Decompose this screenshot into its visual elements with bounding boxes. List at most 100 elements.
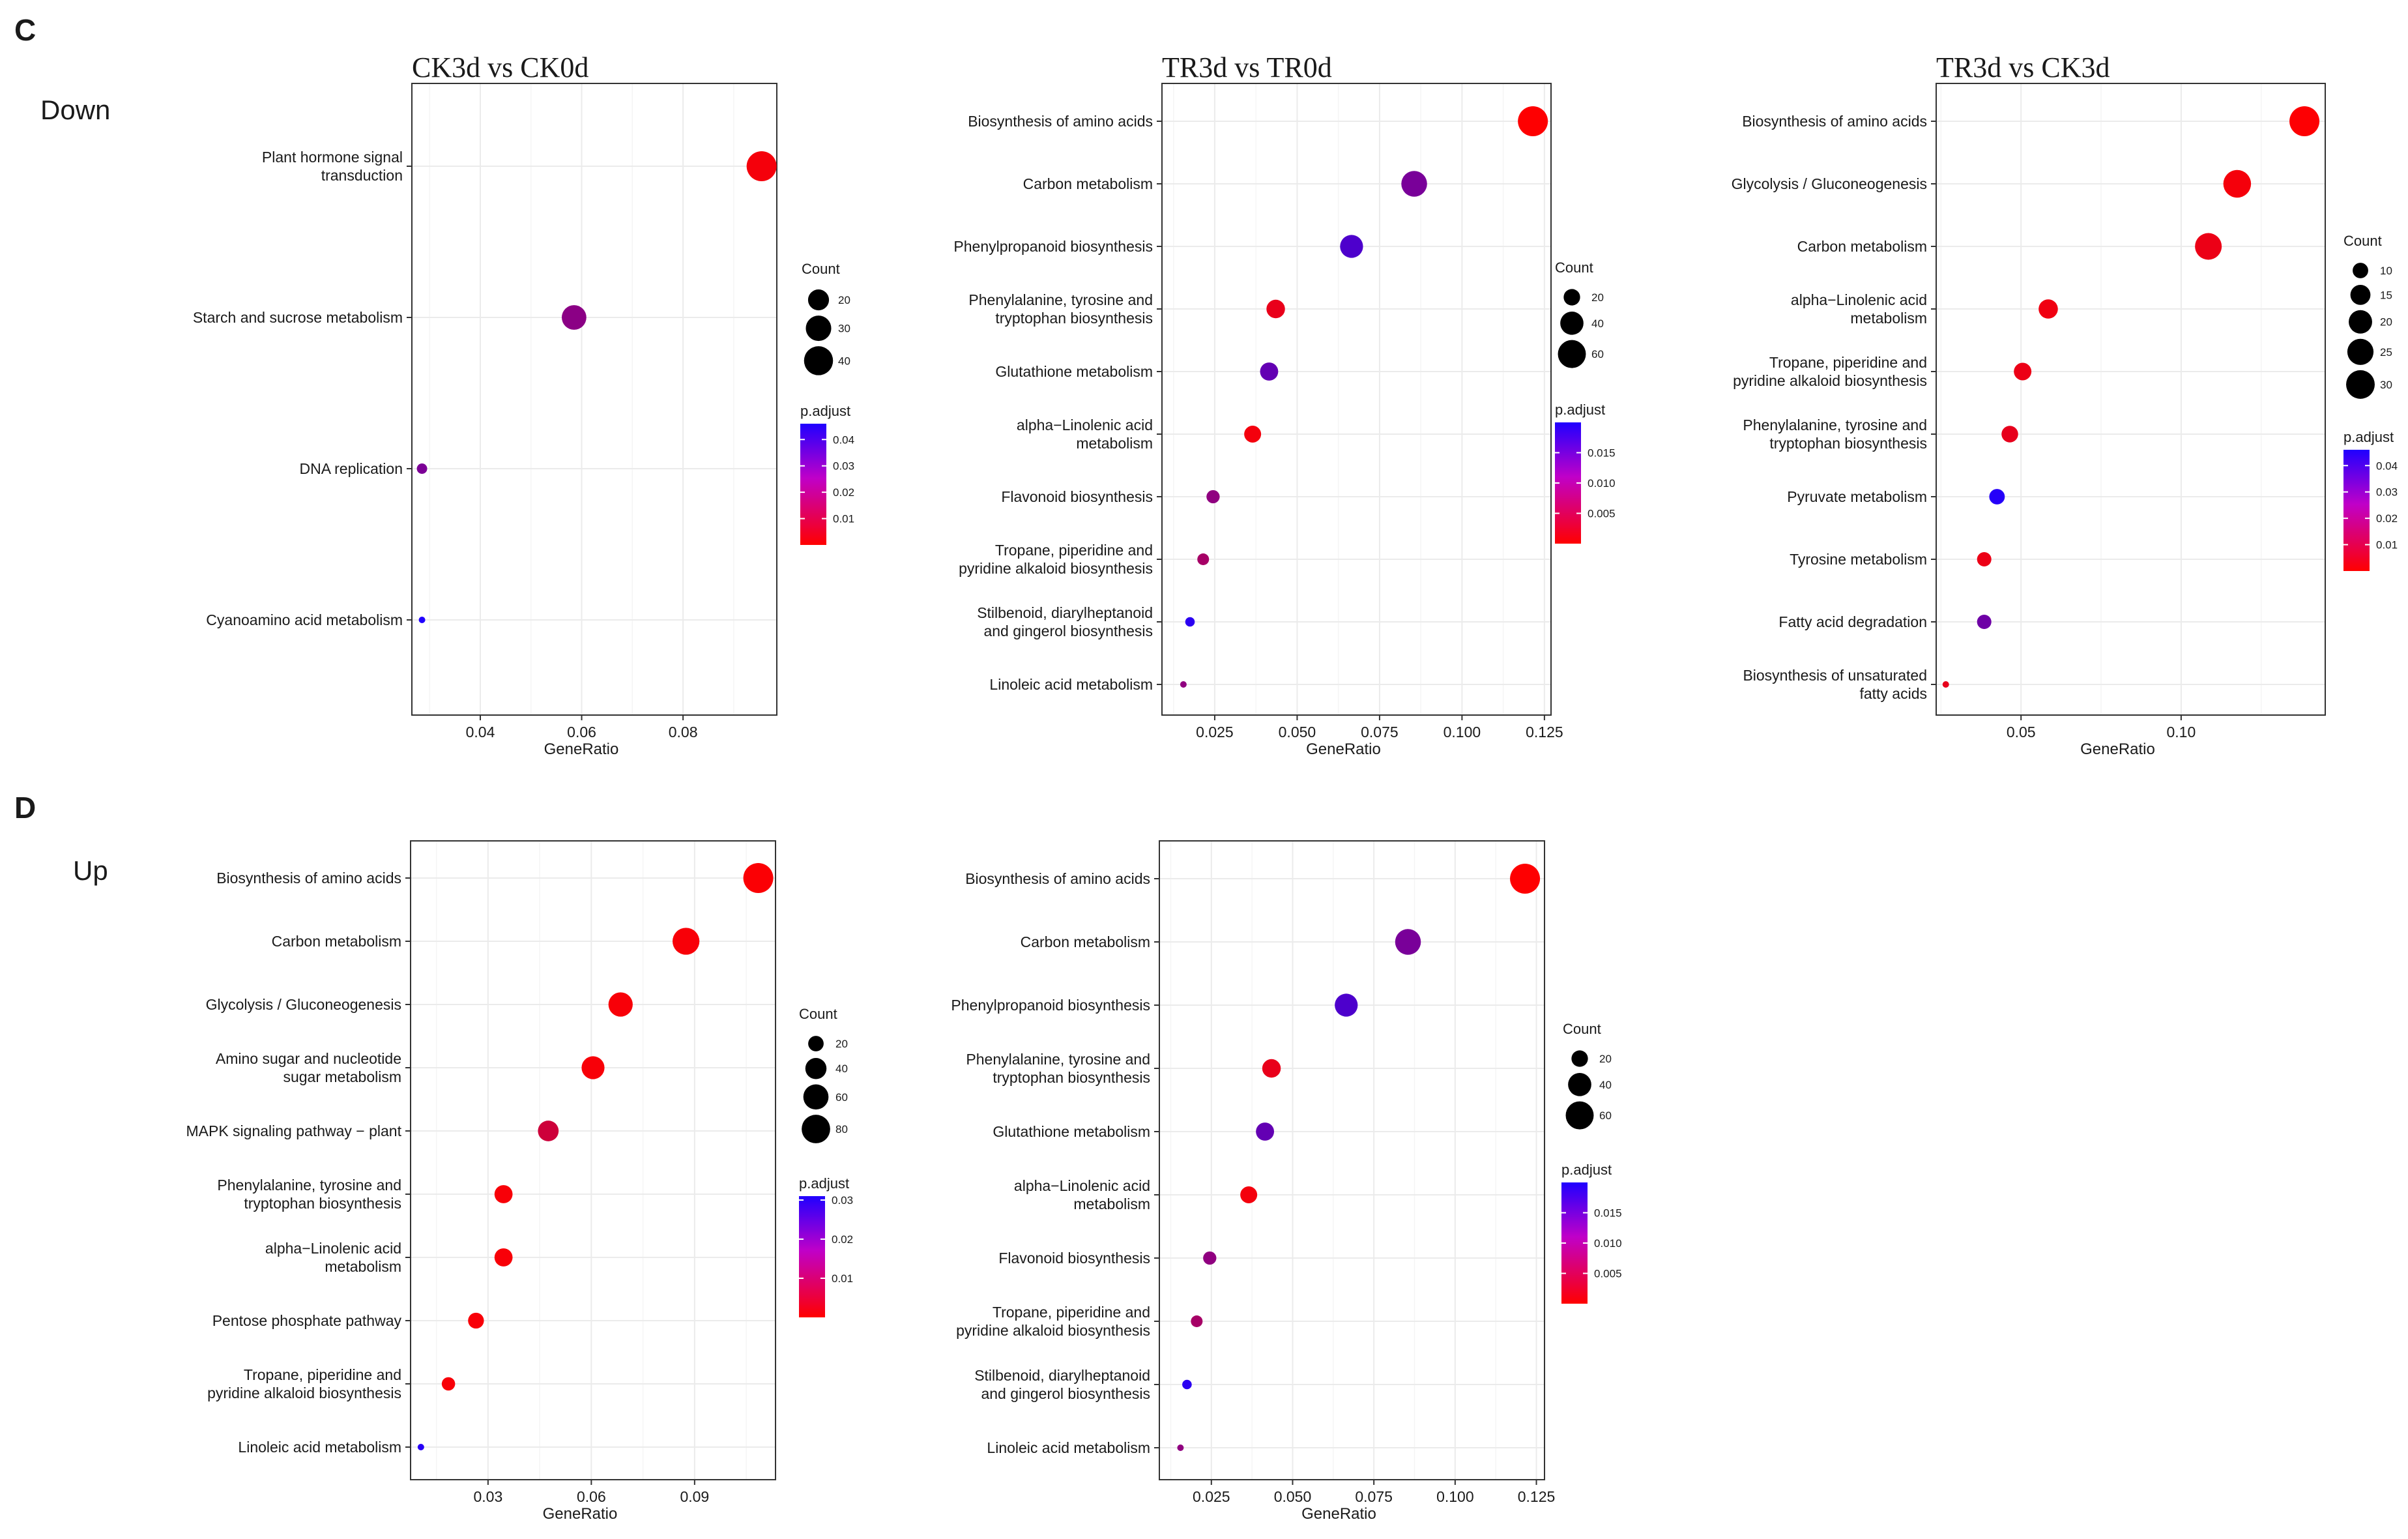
data-point	[468, 1312, 484, 1329]
x-tick-label: 0.08	[669, 724, 698, 740]
x-tick-label: 0.04	[466, 724, 495, 740]
data-point	[1942, 681, 1949, 688]
category-label: Phenylalanine, tyrosine and tryptophan bi…	[968, 291, 1153, 327]
x-tick-label: 0.03	[473, 1488, 502, 1505]
direction-label-down: Down	[40, 95, 110, 125]
category-label: Glutathione metabolism	[995, 363, 1153, 380]
category-label: Glutathione metabolism	[993, 1123, 1150, 1140]
legend-size-label: 10	[2380, 265, 2392, 277]
x-axis-label: GeneRatio	[1306, 740, 1381, 758]
legend-count-title: Count	[1555, 259, 1593, 276]
legend-colorbar-label: 0.01	[833, 513, 854, 525]
category-label: alpha−Linolenic acid metabolism	[265, 1240, 401, 1275]
chart-c1: CK3d vs CK0d Plant hormone signal transduc…	[193, 51, 854, 758]
x-tick-label: 0.10	[2167, 724, 2196, 740]
category-label: Stilbenoid, diarylheptanoid and gingerol …	[977, 604, 1153, 639]
legend-size-dot	[1560, 312, 1584, 335]
category-label: Phenylalanine, tyrosine and tryptophan bi…	[966, 1051, 1150, 1086]
legend-size-dot	[804, 346, 834, 375]
data-point	[1256, 1122, 1275, 1141]
data-point	[1240, 1186, 1258, 1203]
data-point	[1977, 552, 1992, 566]
category-label: Biosynthesis of amino acids	[1742, 113, 1927, 130]
category-label: Plant hormone signal transduction	[262, 149, 403, 184]
legend-size-dot	[2350, 285, 2371, 305]
legend-size-dot	[2353, 263, 2368, 278]
category-label: Pentose phosphate pathway	[212, 1312, 402, 1329]
category-label: DNA replication	[299, 460, 403, 477]
x-axis-label: GeneRatio	[544, 740, 619, 758]
category-label: Tropane, piperidine and pyridine alkaloid…	[959, 542, 1153, 577]
legend-size-label: 40	[838, 355, 850, 367]
data-point	[1510, 864, 1541, 894]
legend-size-label: 20	[1591, 291, 1604, 304]
category-label: Linoleic acid metabolism	[987, 1439, 1150, 1456]
data-point	[1401, 171, 1427, 197]
data-point	[746, 151, 777, 181]
charts-group: CK3d vs CK0d Plant hormone signal transduc…	[186, 51, 2398, 1523]
data-point	[2001, 426, 2018, 443]
legend-count-title: Count	[799, 1006, 837, 1022]
data-point	[1518, 106, 1548, 136]
chart-c2: TR3d vs TR0d Biosynthesis of amino acids C…	[953, 51, 1615, 758]
legend-colorbar	[800, 424, 826, 545]
plot-frame	[410, 840, 776, 1480]
legend-size-dot	[2346, 370, 2375, 399]
legend-padj-title: p.adjust	[799, 1175, 849, 1192]
x-tick-label: 0.050	[1279, 724, 1316, 740]
legend-size-label: 60	[1599, 1109, 1612, 1122]
category-label: Carbon metabolism	[1021, 933, 1150, 950]
data-point	[743, 863, 774, 893]
x-tick-label: 0.100	[1436, 1488, 1474, 1505]
direction-label-up: Up	[73, 855, 108, 886]
legend-size-label: 40	[1599, 1079, 1612, 1091]
x-tick-label: 0.025	[1196, 724, 1234, 740]
plot-frame	[1159, 840, 1545, 1480]
data-point	[538, 1121, 559, 1141]
data-point	[1989, 489, 2005, 505]
legend-size-label: 40	[835, 1063, 848, 1075]
plot-frame	[1936, 83, 2326, 716]
chart-d1: Biosynthesis of amino acids Carbon metabo…	[186, 840, 853, 1523]
category-label: Phenylalanine, tyrosine and tryptophan bi…	[217, 1177, 401, 1212]
legend-size-label: 30	[838, 323, 850, 335]
legend-size-dot	[808, 1036, 824, 1051]
data-point	[581, 1056, 605, 1079]
legend-colorbar-label: 0.04	[833, 433, 854, 446]
category-label: alpha−Linolenic acid metabolism	[1014, 1177, 1150, 1212]
category-label: Glycolysis / Gluconeogenesis	[1732, 175, 1927, 192]
category-label: Biosynthesis of amino acids	[965, 870, 1150, 887]
legend-colorbar-label: 0.01	[832, 1272, 853, 1285]
data-point	[418, 617, 426, 623]
legend-colorbar-label: 0.005	[1588, 508, 1616, 520]
category-label: Biosynthesis of amino acids	[216, 870, 401, 887]
data-point	[1185, 617, 1195, 627]
legend-size-label: 20	[835, 1038, 848, 1050]
data-point	[2195, 233, 2222, 260]
data-point	[608, 992, 633, 1017]
x-axis-label: GeneRatio	[1301, 1505, 1376, 1523]
legend-size-label: 40	[1591, 317, 1604, 330]
category-label: Carbon metabolism	[272, 933, 401, 950]
legend-colorbar-label: 0.03	[2376, 486, 2398, 499]
x-tick-label: 0.05	[2007, 724, 2036, 740]
category-label: alpha−Linolenic acid metabolism	[1791, 291, 1927, 327]
panel-letter-d: D	[14, 791, 36, 825]
data-point	[1335, 993, 1358, 1017]
category-label: Biosynthesis of unsaturated fatty acids	[1743, 667, 1927, 702]
data-point	[1177, 1444, 1184, 1451]
category-label: MAPK signaling pathway − plant	[186, 1122, 401, 1139]
data-point	[494, 1185, 513, 1203]
data-point	[1191, 1315, 1203, 1327]
legend-size-label: 30	[2380, 379, 2392, 391]
data-point	[1244, 426, 1262, 443]
legend-count-title: Count	[802, 261, 840, 277]
x-tick-label: 0.125	[1526, 724, 1563, 740]
data-point	[1977, 615, 1992, 629]
legend-colorbar-label: 0.02	[833, 486, 854, 499]
category-label: Phenylalanine, tyrosine and tryptophan bi…	[1743, 417, 1927, 452]
data-point	[1260, 362, 1279, 381]
chart-title: CK3d vs CK0d	[412, 51, 588, 83]
legend-colorbar	[2343, 450, 2370, 571]
